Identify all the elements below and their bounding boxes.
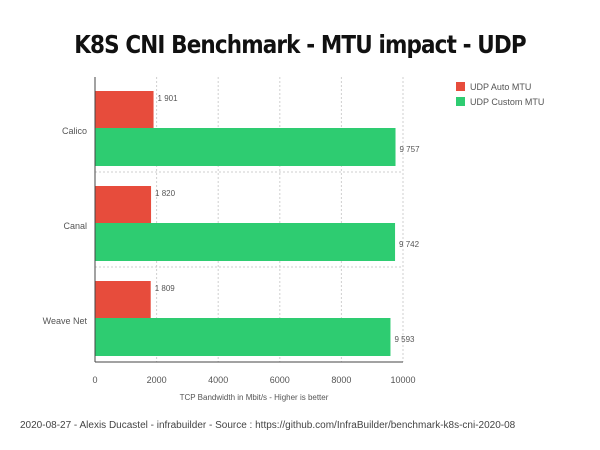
x-tick-label: 4000 — [208, 375, 228, 385]
data-label: 9 593 — [394, 335, 415, 344]
data-label: 1 809 — [155, 284, 176, 293]
grid-lines — [95, 77, 404, 362]
axes: 0 2000 4000 6000 8000 10000 Calico Canal Weave N… — [43, 77, 416, 402]
legend-swatch — [456, 82, 465, 91]
x-axis-label: TCP Bandwidth in Mbit/s - Higher is bett… — [180, 393, 329, 402]
x-tick-label: 2000 — [147, 375, 167, 385]
data-label: 9 742 — [399, 240, 420, 249]
category-label: Canal — [63, 221, 87, 231]
footer-source: 2020-08-27 - Alexis Ducastel - infrabuil… — [20, 420, 516, 431]
category-label: Weave Net — [43, 316, 88, 326]
data-label: 1 820 — [155, 189, 176, 198]
legend: UDP Auto MTU UDP Custom MTU — [456, 82, 544, 107]
legend-label: UDP Custom MTU — [470, 97, 544, 107]
legend-label: UDP Auto MTU — [470, 82, 531, 92]
bar-udp-custom-mtu-calico — [95, 128, 396, 166]
bar-udp-auto-mtu-calico — [95, 91, 154, 128]
legend-swatch — [456, 97, 465, 106]
x-tick-label: 10000 — [390, 375, 415, 385]
chart-title: K8S CNI Benchmark - MTU impact - UDP — [74, 30, 526, 59]
x-tick-label: 8000 — [331, 375, 351, 385]
bar-udp-custom-mtu-weave-net — [95, 318, 391, 356]
x-tick-label: 0 — [92, 375, 97, 385]
bar-udp-auto-mtu-canal — [95, 186, 152, 223]
bar-udp-auto-mtu-weave-net — [95, 281, 151, 318]
bars: 1 901 9 757 1 820 9 742 1 809 9 593 — [95, 91, 420, 356]
x-tick-label: 6000 — [270, 375, 290, 385]
data-label: 9 757 — [400, 145, 421, 154]
bar-udp-custom-mtu-canal — [95, 223, 396, 261]
category-label: Calico — [62, 126, 87, 136]
data-label: 1 901 — [158, 94, 179, 103]
